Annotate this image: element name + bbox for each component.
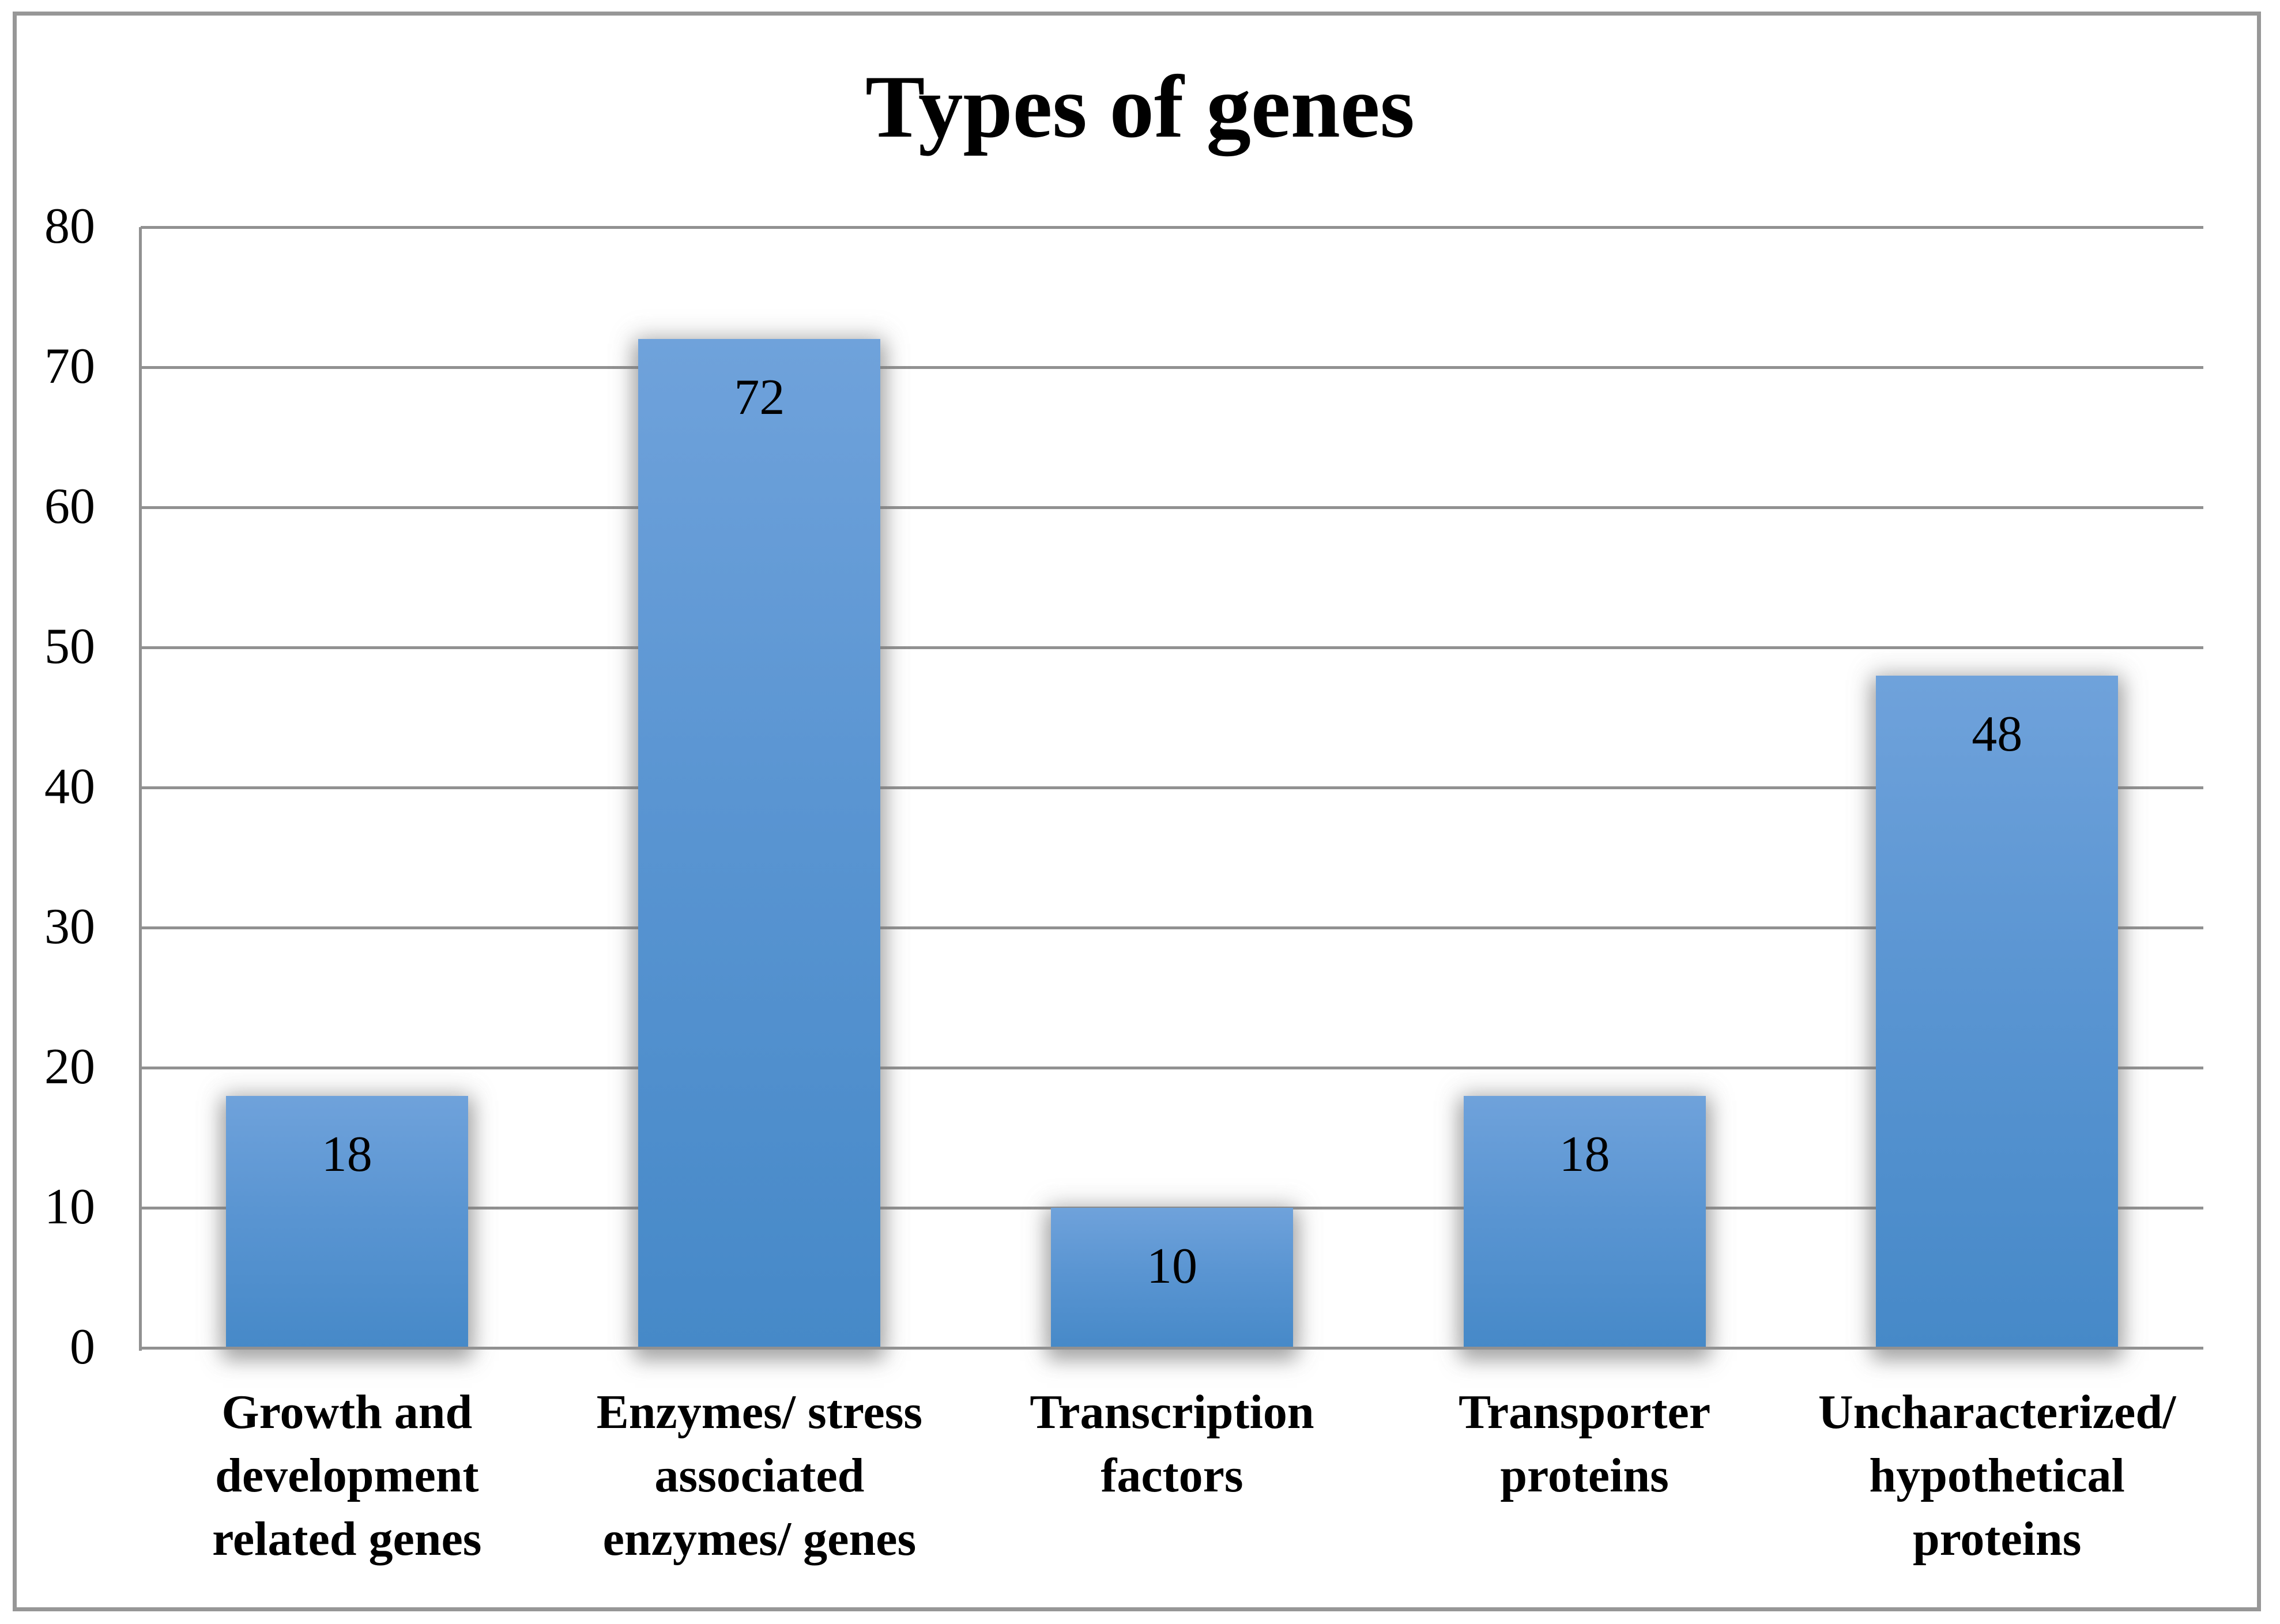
gridline-70 [141, 366, 2203, 369]
bar-uncharacterized-hypothetical-proteins [1876, 675, 2119, 1349]
figure-border-frame [13, 12, 2261, 1611]
chart-title: Types of genes [865, 57, 1415, 156]
gridline-30 [141, 926, 2203, 929]
bar-growth-and-development-related-genes [225, 1095, 468, 1349]
y-tick-label-40: 40 [44, 759, 95, 815]
bar-transporter-proteins [1463, 1095, 1706, 1349]
y-tick-label-80: 80 [44, 198, 95, 254]
gridline-40 [141, 786, 2203, 789]
y-tick-label-0: 0 [70, 1319, 95, 1375]
x-category-label-transcription-factors: Transcription factors [1030, 1385, 1314, 1502]
bar-value-label-growth-and-development-related-genes: 18 [321, 1126, 372, 1182]
gridline-60 [141, 506, 2203, 509]
gridline-50 [141, 646, 2203, 649]
bar-enzymes-stress-associated-enzymes-genes [638, 339, 881, 1349]
x-category-label-enzymes-stress-associated-enzymes-genes: Enzymes/ stress associated enzymes/ genes [596, 1385, 923, 1566]
x-category-label-transporter-proteins: Transporter proteins [1459, 1385, 1711, 1502]
gridline-20 [141, 1067, 2203, 1069]
y-tick-label-70: 70 [44, 338, 95, 394]
y-tick-label-60: 60 [44, 478, 95, 534]
bar-value-label-uncharacterized-hypothetical-proteins: 48 [1972, 706, 2023, 762]
x-category-label-growth-and-development-related-genes: Growth and development related genes [212, 1385, 482, 1566]
y-tick-label-30: 30 [44, 899, 95, 955]
x-category-label-uncharacterized-hypothetical-proteins: Uncharacterized/hypothetical proteins [1818, 1385, 2176, 1566]
gridline-80 [141, 226, 2203, 229]
bar-value-label-transporter-proteins: 18 [1559, 1126, 1610, 1182]
bar-value-label-transcription-factors: 10 [1147, 1238, 1197, 1294]
bar-value-label-enzymes-stress-associated-enzymes-genes: 72 [734, 370, 785, 426]
gridline-0 [141, 1347, 2203, 1350]
y-tick-label-10: 10 [44, 1179, 95, 1235]
bar-transcription-factors [1051, 1208, 1293, 1349]
y-tick-label-20: 20 [44, 1039, 95, 1095]
y-tick-label-50: 50 [44, 619, 95, 675]
y-axis-line [139, 227, 142, 1351]
